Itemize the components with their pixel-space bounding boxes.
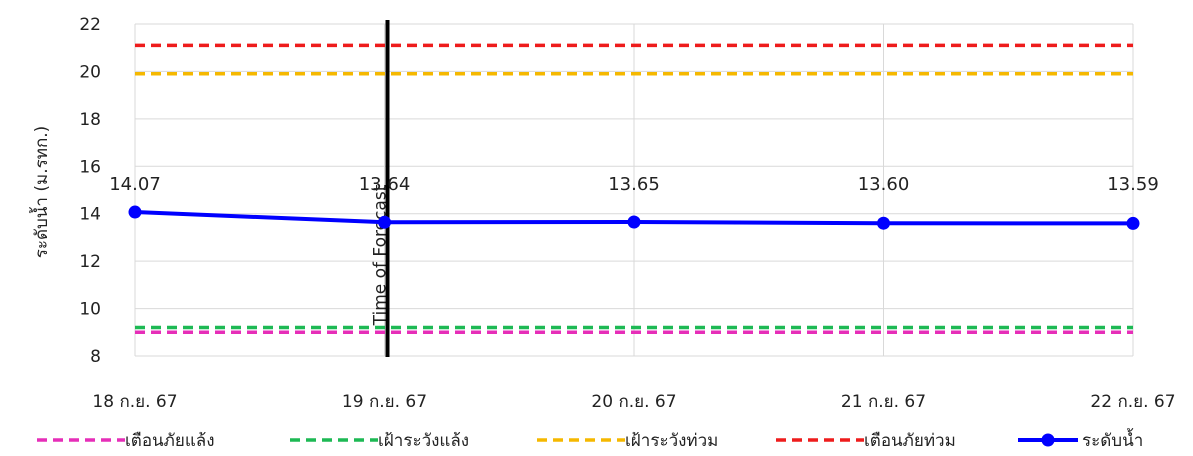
y-tick-label: 14 <box>79 205 101 225</box>
legend: เตือนภัยแล้ง เฝ้าระวังแล้ง เฝ้าระวังท่วม เต… <box>37 428 1143 451</box>
legend-label: เฝ้าระวังท่วม <box>625 431 718 451</box>
x-tick-label: 21 ก.ย. 67 <box>841 392 926 412</box>
data-point <box>378 215 391 229</box>
data-point <box>627 215 641 229</box>
x-tick-label: 18 ก.ย. 67 <box>92 392 177 412</box>
y-tick-label: 16 <box>79 157 101 177</box>
y-tick-label: 18 <box>79 110 101 130</box>
data-point <box>1126 216 1140 230</box>
x-axis-ticks: 18 ก.ย. 67 19 ก.ย. 67 20 ก.ย. 67 21 ก.ย. 67… <box>92 392 1175 412</box>
legend-item: เฝ้าระวังแล้ง <box>290 431 469 451</box>
data-label: 13.65 <box>608 174 660 195</box>
grid <box>134 23 1134 357</box>
y-tick-label: 10 <box>79 300 101 320</box>
legend-item: เฝ้าระวังท่วม <box>537 431 718 451</box>
legend-item: เตือนภัยแล้ง <box>37 431 215 451</box>
legend-item: เตือนภัยท่วม <box>776 431 956 451</box>
x-tick-label: 19 ก.ย. 67 <box>342 392 427 412</box>
threshold-lines <box>135 43 1133 335</box>
legend-label: ระดับน้ำ <box>1082 428 1143 451</box>
series <box>128 205 1140 230</box>
legend-label: เตือนภัยท่วม <box>864 431 956 451</box>
y-tick-label: 12 <box>79 252 101 272</box>
data-label: 13.60 <box>858 174 910 195</box>
x-tick-label: 20 ก.ย. 67 <box>591 392 676 412</box>
y-axis-ticks: 8 10 12 14 16 18 20 22 <box>79 15 101 367</box>
legend-item: ระดับน้ำ <box>1018 428 1143 451</box>
data-labels: 14.07 13.64 13.65 13.60 13.59 <box>109 174 1159 195</box>
y-tick-label: 8 <box>90 347 101 367</box>
y-tick-label: 22 <box>79 15 101 35</box>
data-point <box>128 205 142 219</box>
y-tick-label: 20 <box>79 62 101 82</box>
x-tick-label: 22 ก.ย. 67 <box>1090 392 1175 412</box>
data-point <box>877 216 890 230</box>
data-label: 13.64 <box>359 174 411 195</box>
data-label: 14.07 <box>109 174 161 195</box>
legend-label: เฝ้าระวังแล้ง <box>378 431 469 451</box>
y-axis-title: ระดับน้ำ (ม.รทก.) <box>29 126 52 259</box>
legend-marker <box>1041 433 1055 447</box>
forecast-label: Time of Forecast <box>371 184 391 326</box>
data-label: 13.59 <box>1107 174 1159 195</box>
legend-label: เตือนภัยแล้ง <box>125 431 215 451</box>
